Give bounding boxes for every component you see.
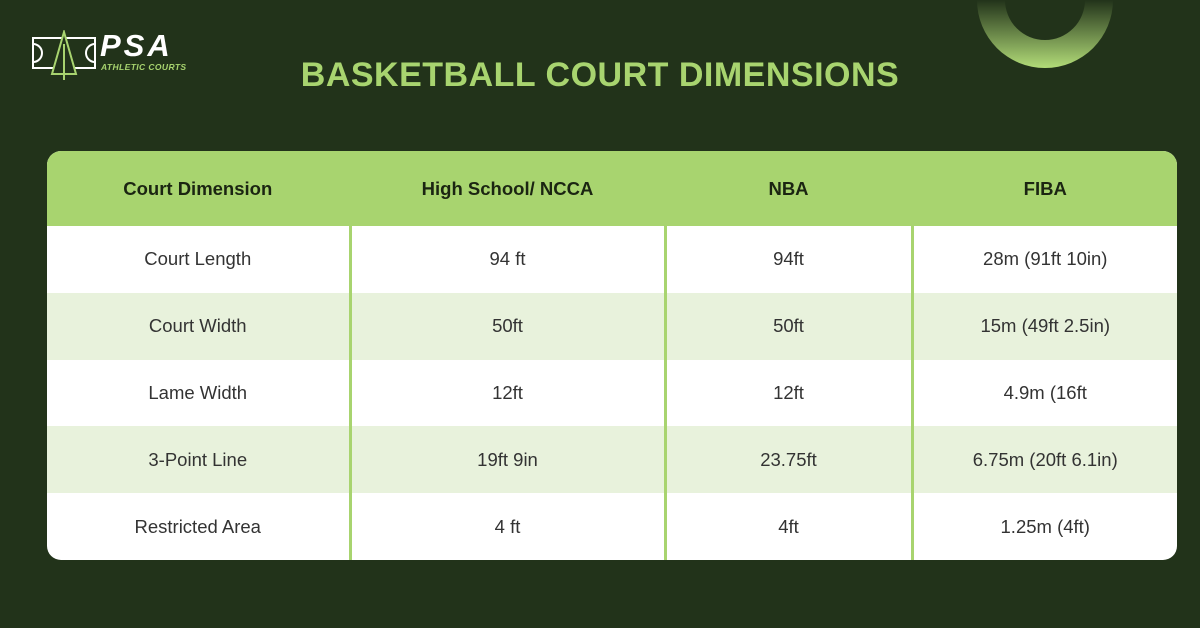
table-cell: 23.75ft: [663, 426, 912, 494]
table-cell: 28m (91ft 10in): [910, 226, 1177, 293]
table-cell: Lame Width: [148, 381, 248, 403]
table-cell: 94ft: [663, 226, 912, 293]
ring-decoration-icon: [977, 0, 1113, 68]
table-row: Lame Width 12ft 12ft 4.9m (16ft: [47, 359, 1177, 427]
table-cell: Court Width: [47, 292, 350, 360]
table-row: Court Length 94 ft 94ft 28m (91ft 10in): [47, 226, 1177, 293]
table-cell: 50ft: [348, 292, 665, 360]
column-header: High School/ NCCA: [348, 151, 665, 226]
table-row: 3-Point Line 19ft 9in 23.75ft 6.75m (20f…: [47, 426, 1177, 494]
table-cell: 6.75m (20ft 6.1in): [910, 426, 1177, 494]
table-cell: 3-Point Line: [47, 426, 350, 494]
table-row: Restricted Area 4 ft 4ft 1.25m (4ft): [47, 493, 1177, 560]
table-cell: 15m (49ft 2.5in): [910, 292, 1177, 360]
column-header: Court Dimension: [47, 151, 350, 226]
table-cell: 12ft: [663, 359, 912, 427]
table-header-row: Court Dimension High School/ NCCA NBA FI…: [47, 151, 1177, 226]
table-cell: 1.25m (4ft): [910, 493, 1177, 560]
table-cell: 4 ft: [348, 493, 665, 560]
table-cell: 19ft 9in: [348, 426, 665, 494]
table-row: Court Width 50ft 50ft 15m (49ft 2.5in): [47, 292, 1177, 360]
table-cell: 4ft: [663, 493, 912, 560]
table-cell: 94 ft: [348, 226, 665, 293]
brand-name: PSA: [100, 28, 173, 63]
table-cell: 4.9m (16ft: [910, 359, 1177, 427]
page-title: BASKETBALL COURT DIMENSIONS: [300, 56, 900, 94]
dimensions-table: Court Dimension High School/ NCCA NBA FI…: [47, 151, 1177, 560]
column-header: NBA: [663, 151, 912, 226]
table-cell: Restricted Area: [134, 515, 261, 537]
psa-logo-icon: [32, 30, 96, 80]
column-header: FIBA: [910, 151, 1177, 226]
table-cell: 12ft: [348, 359, 665, 427]
brand-tagline: ATHLETIC COURTS: [101, 62, 187, 72]
table-cell: Court Length: [144, 248, 252, 270]
table-cell: 50ft: [663, 292, 912, 360]
